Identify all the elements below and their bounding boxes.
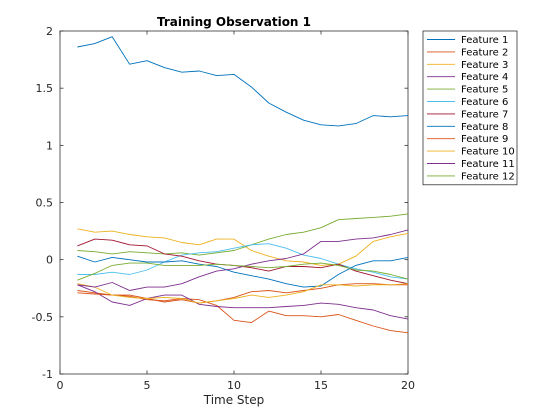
y-tick-label: 0 [46, 254, 53, 267]
series-line-feature-10 [77, 283, 409, 304]
x-tick-label: 20 [401, 379, 415, 392]
legend-entry-label: Feature 7 [461, 109, 508, 120]
legend-entry-label: Feature 4 [461, 72, 508, 83]
series-line-feature-6 [77, 243, 409, 280]
series-line-feature-12 [77, 262, 409, 281]
x-tick-label: 0 [57, 379, 64, 392]
series-line-feature-4 [77, 284, 409, 320]
legend-entry-label: Feature 9 [461, 134, 508, 145]
legend-box [422, 30, 518, 186]
legend-entry-label: Feature 1 [461, 35, 508, 46]
x-tick-label: 15 [314, 379, 328, 392]
series-line-feature-9 [77, 283, 408, 304]
x-axis-label: Time Step [203, 393, 265, 407]
series-line-feature-2 [77, 290, 409, 334]
chart-title: Training Observation 1 [157, 15, 311, 29]
legend-entry-label: Feature 10 [461, 147, 515, 158]
y-tick-label: 0.5 [36, 197, 54, 210]
axes: 0 5 10 15 20 -1 -0.5 0 0.5 1 1.5 2 [32, 25, 415, 392]
legend-entry-label: Feature 6 [461, 97, 508, 108]
series-line-feature-3 [77, 228, 409, 266]
legend-entry-label: Feature 3 [461, 60, 508, 71]
series-line-feature-8 [77, 255, 409, 288]
legend-entry-label: Feature 8 [461, 122, 508, 133]
y-tick-label: -0.5 [32, 311, 53, 324]
series-line-feature-1 [77, 36, 409, 127]
y-tick-label: 2 [46, 25, 53, 38]
series-lines [77, 36, 409, 334]
plot-area [59, 30, 409, 375]
y-tick-label: -1 [42, 368, 53, 381]
series-line-feature-5 [77, 213, 409, 256]
series-line-feature-11 [77, 229, 409, 291]
y-tick-label: 1.5 [36, 82, 54, 95]
y-axis-ticks: -1 -0.5 0 0.5 1 1.5 2 [32, 25, 408, 381]
legend-entry-label: Feature 2 [461, 47, 508, 58]
x-tick-label: 5 [144, 379, 151, 392]
legend-entry-label: Feature 12 [461, 171, 515, 182]
x-tick-label: 10 [227, 379, 241, 392]
x-axis-ticks: 0 5 10 15 20 [57, 31, 415, 392]
y-tick-label: 1 [46, 139, 53, 152]
legend-entry-label: Feature 11 [461, 159, 515, 170]
legend-entry-label: Feature 5 [461, 85, 508, 96]
